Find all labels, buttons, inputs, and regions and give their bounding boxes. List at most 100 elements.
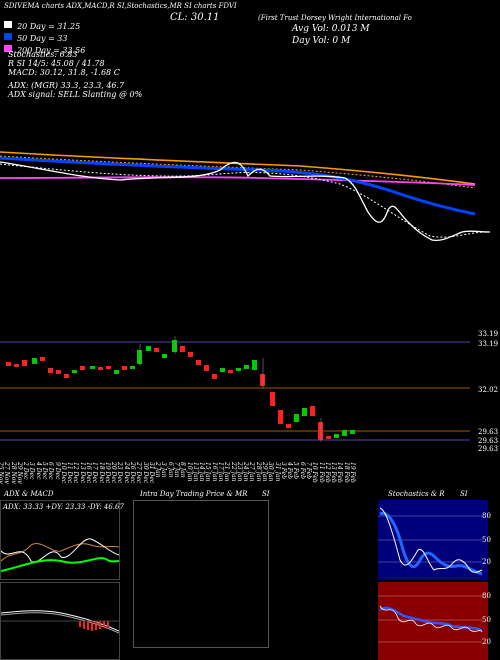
stoch-level-20: 20 — [482, 558, 491, 566]
ema-50-line — [0, 156, 476, 216]
day-volume: Day Vol: 0 M — [292, 36, 351, 46]
macd-panel — [0, 582, 120, 660]
adx-lines — [1, 538, 119, 572]
close-label: CL: 30.11 — [170, 12, 220, 23]
candle — [188, 352, 193, 357]
candle — [172, 340, 177, 352]
ema-orange-dotted-line — [0, 155, 476, 189]
adx-panel-title: ADX & MACD — [4, 490, 54, 498]
legend-swatch-blue — [4, 33, 12, 40]
candle — [98, 367, 103, 370]
candle — [72, 370, 77, 373]
candle — [64, 374, 69, 378]
candle — [48, 368, 53, 373]
ema-100-line — [0, 151, 476, 185]
candle — [318, 422, 323, 440]
moving-average-chart — [0, 151, 491, 242]
candle — [342, 430, 347, 436]
candle — [252, 360, 257, 370]
legend-swatch-magenta — [4, 45, 12, 52]
price-axis-lower: 29.63 — [478, 437, 499, 445]
stochastics-panel: 80 50 20 — [378, 500, 491, 580]
candle — [162, 354, 167, 358]
candle — [236, 368, 241, 371]
legend-50-day: 50 Day = 33 — [4, 26, 68, 45]
candle — [40, 357, 45, 361]
chart-title: (First Trust Dorsey Wright International… — [258, 14, 412, 22]
intra-panel-si: SI — [262, 490, 270, 498]
stochastics-lines — [378, 507, 483, 576]
candle — [106, 366, 111, 369]
rsi-level-80: 80 — [482, 592, 491, 600]
candle — [220, 368, 225, 372]
macd-histogram — [79, 621, 109, 631]
candle — [146, 346, 151, 351]
legend-200-day-label: 200 Day = 33.56 — [17, 46, 86, 55]
adx-readout: ADX: (MGR) 33.3, 23.3, 46.7 — [8, 81, 125, 90]
candle — [260, 374, 265, 386]
ema-20-line — [0, 161, 491, 242]
candle — [302, 408, 307, 416]
legend-200-day: 200 Day = 33.56 — [4, 38, 85, 57]
price-axis-last: 29.63 — [478, 445, 499, 453]
candle — [14, 364, 19, 367]
legend-50-day-label: 50 Day = 33 — [17, 34, 68, 43]
avg-volume: Avg Vol: 0.013 M — [292, 24, 370, 34]
macd-lines — [1, 610, 119, 634]
candle — [244, 365, 249, 369]
candle — [204, 365, 209, 371]
candle — [122, 366, 127, 370]
rsi-level-50: 50 — [482, 616, 491, 624]
candle-wicks — [139, 336, 322, 442]
candle — [326, 436, 331, 439]
price-axis-mid: 32.02 — [478, 386, 499, 394]
stoch-panel-title: Stochastics & R — [388, 490, 445, 498]
candles — [6, 340, 355, 440]
candle — [212, 374, 217, 379]
candle — [154, 348, 159, 352]
candle — [56, 370, 61, 374]
candlestick-chart — [0, 336, 470, 442]
chart-code-line: SDIVEMA charts ADX,MACD,R SI,Stochastics… — [4, 2, 237, 10]
candle — [278, 410, 283, 424]
candle — [114, 370, 119, 374]
adx-signal-readout: ADX signal: SELL Slanting @ 0% — [8, 90, 143, 99]
ema-20-dotted-line — [0, 163, 486, 238]
rsi-panel: 80 50 20 — [378, 582, 491, 660]
candle — [294, 414, 299, 422]
candle — [90, 366, 95, 369]
stoch-level-80: 80 — [482, 512, 491, 520]
candle — [310, 406, 315, 416]
candle — [196, 360, 201, 365]
adx-panel: ADX: 33.33 +DY: 23.33 -DY: 46.67 — [0, 500, 124, 580]
candle — [32, 358, 37, 364]
rsi-readout: R SI 14/5: 45.08 / 41.78 — [8, 59, 105, 68]
intra-day-panel — [133, 500, 269, 648]
candle — [80, 366, 85, 370]
rsi-lines — [378, 595, 483, 643]
candle — [350, 430, 355, 434]
candle — [137, 350, 142, 364]
candle — [286, 424, 291, 428]
stoch-panel-si: SI — [460, 490, 468, 498]
rsi-level-20: 20 — [482, 638, 491, 646]
legend-20-day: 20 Day = 31.25 — [4, 14, 80, 33]
price-axis-low: 29.63 — [478, 428, 499, 436]
price-axis-top: 33.19 — [478, 330, 499, 338]
legend-swatch-white — [4, 21, 12, 28]
stoch-level-50: 50 — [482, 536, 491, 544]
candle — [22, 360, 27, 366]
intra-panel-title: Intra Day Trading Price & MR — [140, 490, 248, 498]
date-label: 19 Feb — [349, 462, 356, 483]
adx-panel-values: ADX: 33.33 +DY: 23.33 -DY: 46.67 — [3, 503, 124, 511]
candle — [6, 362, 11, 366]
candle — [334, 434, 339, 438]
macd-readout: MACD: 30.12, 31.8, -1.68 C — [8, 68, 120, 77]
candle — [270, 392, 275, 406]
candle — [130, 366, 135, 369]
stochastics-readout: Stochastics: 6.83 — [8, 50, 78, 59]
legend-20-day-label: 20 Day = 31.25 — [17, 22, 81, 31]
candle — [228, 370, 233, 373]
ema-200-line — [0, 176, 476, 186]
candle — [180, 346, 185, 352]
